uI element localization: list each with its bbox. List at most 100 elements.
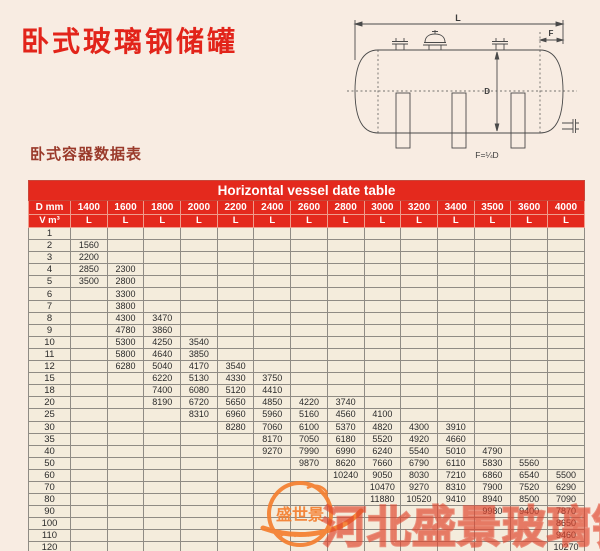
unit-cell: L	[180, 214, 218, 228]
diameter-header-cell: 2000	[180, 200, 218, 215]
length-cell	[436, 287, 475, 301]
length-cell	[473, 541, 512, 551]
length-cell: 8620	[326, 456, 365, 470]
length-cell	[253, 360, 292, 374]
length-cell: 5500	[546, 468, 586, 482]
length-cell	[363, 311, 402, 325]
length-cell	[290, 323, 328, 337]
length-cell	[143, 239, 182, 253]
length-cell	[70, 444, 108, 458]
length-cell	[216, 468, 255, 482]
length-cell	[436, 396, 475, 410]
length-cell	[400, 541, 438, 551]
length-cell	[180, 480, 218, 495]
diameter-header-cell: 3400	[436, 200, 475, 215]
length-cell: 8500	[510, 493, 548, 507]
length-cell: 6240	[363, 444, 402, 458]
length-cell	[473, 263, 512, 277]
length-cell	[473, 287, 512, 301]
diameter-header-cell: 3500	[473, 200, 512, 215]
length-cell: 3540	[180, 335, 218, 349]
length-cell	[143, 456, 182, 470]
volume-cell: 40	[28, 444, 71, 458]
volume-cell: 12	[28, 360, 71, 374]
length-cell	[253, 287, 292, 301]
volume-cell: 50	[28, 456, 71, 470]
length-cell	[546, 360, 586, 374]
length-cell	[290, 311, 328, 325]
length-cell: 6960	[216, 408, 255, 422]
length-cell	[253, 541, 292, 551]
length-cell	[363, 372, 402, 386]
table-row: 110 9460	[28, 529, 586, 543]
length-cell: 8940	[473, 493, 512, 507]
length-cell: 7400	[143, 384, 182, 398]
length-cell	[400, 360, 438, 374]
length-cell	[326, 347, 365, 362]
table-row: 25 8310 6960 5960 5160 4560 4100	[28, 408, 586, 422]
volume-cell: 11	[28, 347, 71, 362]
volume-cell: 20	[28, 396, 71, 410]
length-cell: 5540	[400, 444, 438, 458]
unit-cell: L	[510, 214, 548, 228]
length-cell	[106, 444, 145, 458]
length-cell: 7900	[473, 480, 512, 495]
length-cell	[326, 541, 365, 551]
length-cell	[106, 541, 145, 551]
volume-cell: 30	[28, 420, 71, 434]
length-cell	[253, 347, 292, 362]
length-cell	[216, 251, 255, 265]
length-cell: 6280	[106, 360, 145, 374]
length-cell	[436, 323, 475, 337]
length-cell	[546, 263, 586, 277]
length-cell	[363, 541, 402, 551]
length-cell	[106, 372, 145, 386]
length-cell	[363, 335, 402, 349]
length-cell: 8280	[216, 420, 255, 434]
length-cell	[363, 323, 402, 337]
length-cell	[400, 263, 438, 277]
length-cell: 6180	[326, 432, 365, 446]
length-cell	[180, 311, 218, 325]
length-cell: 3800	[106, 299, 145, 313]
length-cell	[510, 372, 548, 386]
length-cell: 3500	[70, 275, 108, 289]
length-cell	[70, 408, 108, 422]
length-cell	[70, 226, 108, 241]
volume-cell: 4	[28, 263, 71, 277]
length-cell	[473, 311, 512, 325]
length-cell	[400, 287, 438, 301]
length-cell	[546, 287, 586, 301]
length-cell: 4850	[253, 396, 292, 410]
table-row: 1	[28, 226, 586, 241]
length-cell	[326, 275, 365, 289]
length-cell: 6220	[143, 372, 182, 386]
unit-cell: L	[290, 214, 328, 228]
length-cell	[436, 263, 475, 277]
length-cell	[143, 275, 182, 289]
length-cell	[106, 517, 145, 531]
length-cell	[546, 444, 586, 458]
length-cell	[326, 239, 365, 253]
vessel-drawing: L F D F=¼D	[335, 2, 595, 172]
length-cell	[290, 347, 328, 362]
length-cell	[70, 432, 108, 446]
length-cell: 7090	[546, 493, 586, 507]
length-cell: 4920	[400, 432, 438, 446]
length-cell	[546, 408, 586, 422]
length-cell: 9980	[473, 505, 512, 519]
length-cell	[436, 239, 475, 253]
length-cell: 4660	[436, 432, 475, 446]
table-row: 6 3300	[28, 287, 586, 301]
table-row: 30 8280 7060 6100 5370 4820 4300 3910	[28, 420, 586, 434]
length-cell	[253, 493, 292, 507]
length-cell: 1560	[70, 239, 108, 253]
volume-cell: 15	[28, 372, 71, 386]
length-cell	[510, 360, 548, 374]
unit-cell: L	[216, 214, 255, 228]
length-cell: 8030	[400, 468, 438, 482]
length-cell	[473, 275, 512, 289]
length-cell	[436, 311, 475, 325]
length-cell	[290, 287, 328, 301]
length-cell	[473, 226, 512, 241]
